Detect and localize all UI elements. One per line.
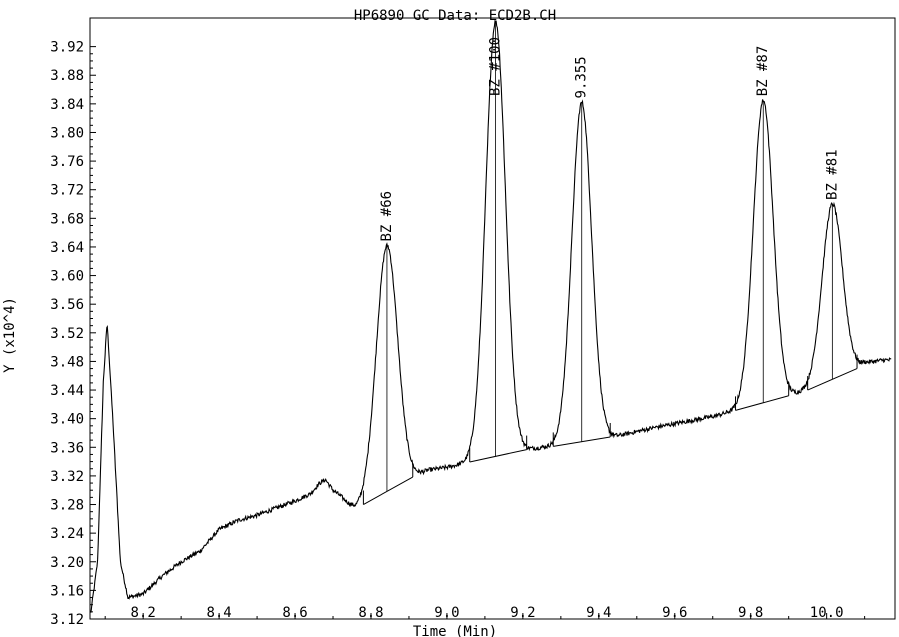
y-tick-label: 3.88 <box>50 68 84 84</box>
signal-trace <box>91 21 891 613</box>
x-tick-label: 8.2 <box>131 605 156 621</box>
peak-label: BZ #66 <box>379 191 395 242</box>
y-tick-label: 3.72 <box>50 183 84 199</box>
x-tick-label: 9.8 <box>738 605 763 621</box>
y-tick-label: 3.44 <box>50 383 84 399</box>
x-tick-label: 8.6 <box>282 605 307 621</box>
y-tick-label: 3.16 <box>50 583 84 599</box>
y-tick-label: 3.68 <box>50 211 84 227</box>
y-tick-label: 3.64 <box>50 240 84 256</box>
peak-label: BZ #100 <box>488 37 504 96</box>
y-tick-label: 3.56 <box>50 297 84 313</box>
y-tick-label: 3.84 <box>50 97 84 113</box>
y-tick-label: 3.76 <box>50 154 84 170</box>
y-tick-label: 3.60 <box>50 269 84 285</box>
y-tick-label: 3.28 <box>50 498 84 514</box>
y-tick-label: 3.92 <box>50 40 84 56</box>
y-tick-label: 3.80 <box>50 125 84 141</box>
y-axis-label: Y (x10^4) <box>2 297 18 373</box>
peak-label: BZ #81 <box>824 149 840 200</box>
x-tick-label: 8.4 <box>206 605 231 621</box>
y-tick-label: 3.20 <box>50 555 84 571</box>
y-tick-label: 3.40 <box>50 412 84 428</box>
peak-integration-baseline <box>736 396 789 411</box>
x-tick-label: 9.6 <box>662 605 687 621</box>
peak-integration-baseline <box>470 450 527 462</box>
y-tick-label: 3.24 <box>50 526 84 542</box>
plot-frame <box>90 18 895 619</box>
x-tick-label: 8.8 <box>358 605 383 621</box>
peak-integration-baseline <box>363 477 412 504</box>
y-tick-label: 3.36 <box>50 440 84 456</box>
peak-labels: BZ #66 BZ #100 9.355 BZ #87 BZ #81 <box>379 37 840 242</box>
x-tick-label: 9.2 <box>510 605 535 621</box>
chart-title: HP6890 GC Data: ECD2B.CH <box>354 8 556 24</box>
y-tick-label: 3.52 <box>50 326 84 342</box>
peak-label: 9.355 <box>574 56 590 98</box>
x-tick-label: 9.4 <box>586 605 611 621</box>
x-tick-label: 9.0 <box>434 605 459 621</box>
x-axis-label: Time (Min) <box>413 624 497 637</box>
y-tick-label: 3.32 <box>50 469 84 485</box>
y-tick-label: 3.12 <box>50 612 84 628</box>
peak-label: BZ #87 <box>755 46 771 97</box>
y-tick-label: 3.48 <box>50 354 84 370</box>
axis-ticks: 3.12 3.16 3.20 3.24 3.28 3.32 3.36 3.40 3.44 3.48… <box>50 40 864 628</box>
x-tick-label: 10.0 <box>810 605 844 621</box>
